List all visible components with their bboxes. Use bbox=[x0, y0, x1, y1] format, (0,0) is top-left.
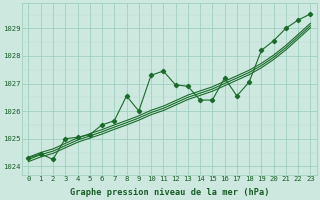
X-axis label: Graphe pression niveau de la mer (hPa): Graphe pression niveau de la mer (hPa) bbox=[70, 188, 269, 197]
